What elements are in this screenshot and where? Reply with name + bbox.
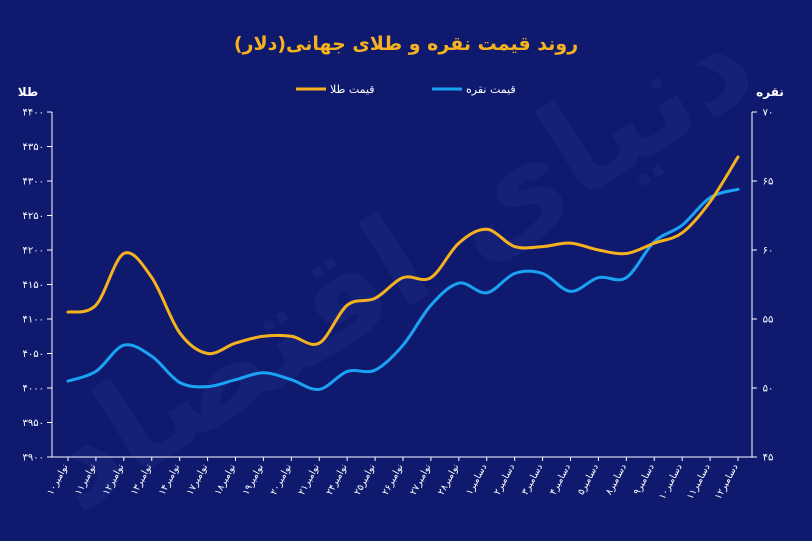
left-tick-label: ۴۳۰۰ xyxy=(23,177,44,188)
x-tick-label: ۸دسامبر xyxy=(604,462,629,497)
left-tick-label: ۴۰۰۰ xyxy=(23,384,44,395)
right-axis-ticks: ۷۰ ۶۵ ۶۰ ۵۵ ۵۰ ۴۵ xyxy=(752,108,773,464)
right-tick-label: ۴۵ xyxy=(763,453,774,464)
right-axis-label: نقره xyxy=(756,85,784,99)
right-tick-label: ۶۰ xyxy=(763,246,774,257)
watermark: دنیای اقتصاد xyxy=(13,0,779,537)
x-tick-label: ۲۰نوامبر xyxy=(268,462,293,497)
x-tick-label: ۳دسامبر xyxy=(520,462,545,497)
x-tick-label: ۴دسامبر xyxy=(548,462,573,497)
right-tick-label: ۶۵ xyxy=(763,177,774,188)
x-tick-label: ۹دسامبر xyxy=(632,462,657,497)
x-tick-label: ۲۴نوامبر xyxy=(324,462,349,497)
left-tick-label: ۴۱۵۰ xyxy=(23,280,44,291)
x-tick-label: ۲۱نوامبر xyxy=(296,462,321,497)
left-axis-ticks: ۴۴۰۰ ۴۳۵۰ ۴۳۰۰ ۴۲۵۰ ۴۲۰۰ ۴۱۵۰ ۴۱۰۰ ۴۰۵۰ ۴۰۰۰ ۳۹۵۰… xyxy=(23,108,52,464)
left-tick-label: ۴۲۵۰ xyxy=(23,211,44,222)
x-tick-label: ۱۹نوامبر xyxy=(241,462,266,497)
legend: قیمت طلا قیمت نقره xyxy=(296,83,516,96)
series-lines xyxy=(66,155,740,391)
x-tick-label: ۱۱دسامبر xyxy=(685,462,713,501)
x-tick-label: ۲۸نوامبر xyxy=(436,462,461,497)
left-tick-label: ۳۹۵۰ xyxy=(23,418,44,429)
x-tick-label: ۵دسامبر xyxy=(576,462,601,497)
x-tick-label: ۲دسامبر xyxy=(492,462,517,497)
right-tick-label: ۷۰ xyxy=(763,108,774,119)
left-tick-label: ۴۱۰۰ xyxy=(23,315,44,326)
right-tick-label: ۵۵ xyxy=(763,315,774,326)
legend-gold-label: قیمت طلا xyxy=(330,83,375,96)
x-tick-label: ۱دسامبر xyxy=(464,462,489,497)
x-tick-label: ۲۶نوامبر xyxy=(380,462,405,497)
left-tick-label: ۴۰۵۰ xyxy=(23,349,44,360)
legend-silver-label: قیمت نقره xyxy=(466,83,516,96)
x-tick-label: ۲۷نوامبر xyxy=(408,462,433,497)
x-tick-label: ۱۲دسامبر xyxy=(713,462,741,501)
left-tick-label: ۴۲۰۰ xyxy=(23,246,44,257)
left-tick-label: ۴۳۵۰ xyxy=(23,142,44,153)
left-axis-label: طلا xyxy=(18,85,38,99)
gold-price-line xyxy=(66,155,740,356)
right-tick-label: ۵۰ xyxy=(763,384,774,395)
chart-title: روند قیمت نقره و طلای جهانی(دلار) xyxy=(234,33,578,55)
silver-price-line xyxy=(66,187,740,391)
left-tick-label: ۴۴۰۰ xyxy=(23,108,44,119)
x-tick-label: ۱۰دسامبر xyxy=(657,462,685,501)
left-tick-label: ۳۹۰۰ xyxy=(23,453,44,464)
x-tick-label: ۱۸نوامبر xyxy=(213,462,238,497)
x-tick-label: ۲۵نوامبر xyxy=(352,462,377,497)
